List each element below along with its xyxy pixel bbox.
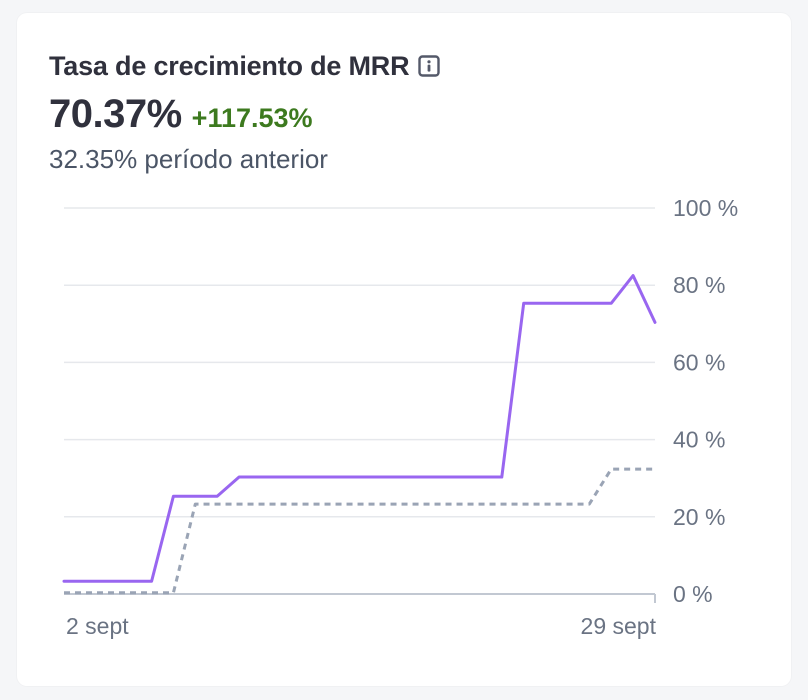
y-tick-label: 60 %	[673, 349, 725, 375]
previous-period-value: 32.35% período anterior	[49, 144, 328, 174]
y-tick-label: 100 %	[673, 195, 738, 221]
card-header: Tasa de crecimiento de MRR	[49, 50, 441, 82]
card-title: Tasa de crecimiento de MRR	[49, 50, 410, 81]
metric-value: 70.37%	[49, 92, 182, 136]
x-tick-label: 2 sept	[66, 613, 129, 639]
series-lines	[62, 274, 657, 595]
y-tick-label: 80 %	[673, 272, 725, 298]
current-period-series-line	[62, 274, 657, 583]
x-tick-label: 29 sept	[581, 613, 657, 639]
y-axis-labels: 100 % 80 % 60 % 40 % 20 % 0 %	[673, 195, 738, 607]
info-icon[interactable]	[418, 55, 441, 77]
y-tick-label: 20 %	[673, 504, 725, 530]
y-tick-label: 0 %	[673, 581, 713, 607]
y-tick-label: 40 %	[673, 427, 725, 453]
previous-period-series-line	[64, 467, 655, 595]
metric-value-row: 70.37% +117.53%	[49, 92, 313, 137]
grid-lines	[64, 207, 656, 603]
x-axis-labels: 2 sept 29 sept	[66, 613, 657, 639]
metric-delta: +117.53%	[191, 103, 313, 133]
metric-card	[17, 13, 791, 686]
